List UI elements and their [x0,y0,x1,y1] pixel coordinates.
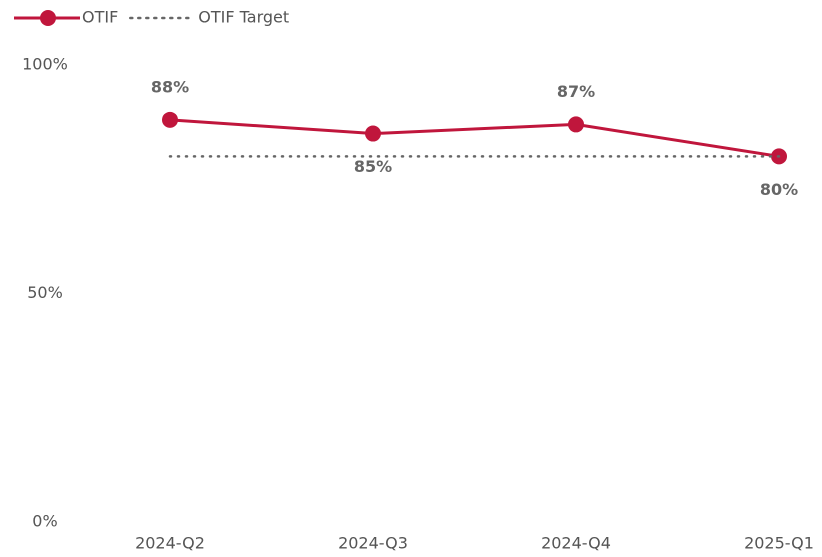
data-point [568,116,584,133]
x-tick-label: 2024-Q2 [135,534,205,553]
y-tick-label: 100% [22,55,68,74]
series-line [169,118,780,158]
data-label: 80% [760,180,798,199]
x-tick-label: 2024-Q4 [541,534,611,553]
y-tick-label: 50% [27,283,63,302]
data-label: 85% [354,157,392,176]
legend-label: OTIF Target [198,8,289,27]
legend-label: OTIF [82,8,118,27]
data-label: 88% [151,77,189,96]
data-point [365,125,381,142]
y-tick-label: 0% [32,512,57,531]
legend-marker [40,10,56,26]
data-point [162,111,178,128]
data-label: 87% [557,82,595,101]
x-tick-label: 2025-Q1 [744,534,814,553]
x-tick-label: 2024-Q3 [338,534,408,553]
